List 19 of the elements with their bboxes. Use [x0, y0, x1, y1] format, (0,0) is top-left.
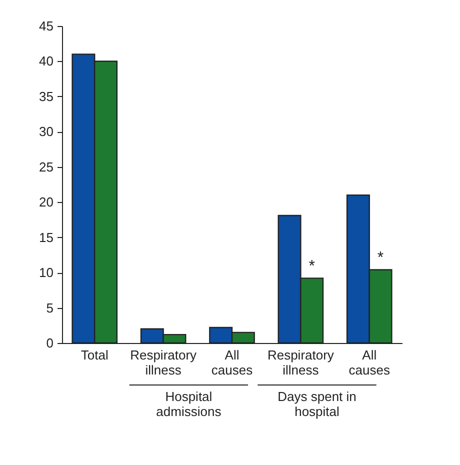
y-tick-label: 30 [39, 124, 54, 140]
x-tick-label: Respiratory illness [267, 348, 334, 378]
text: Hospital admissions [156, 389, 222, 419]
x-tick-label: Total [80, 348, 108, 362]
y-tick-label: 40 [39, 54, 54, 69]
annotation: * [308, 258, 315, 276]
y-tick-label: 15 [39, 230, 54, 245]
y-tick-label: 20 [39, 194, 54, 210]
y-tick-label: 5 [46, 300, 54, 316]
text: Days spent in hospital [278, 389, 356, 419]
x-tick-label: Respiratory illness [130, 348, 198, 378]
y-tick-label: 25 [39, 159, 54, 174]
y-tick-label: 0 [46, 336, 54, 350]
y-tick-label: 10 [39, 265, 54, 280]
x-tick-label: All causes [211, 348, 254, 378]
y-tick-label: 45 [39, 18, 54, 34]
annotation: * [377, 250, 384, 267]
x-tick-label: All causes [348, 348, 390, 378]
y-tick-label: 35 [39, 88, 54, 104]
